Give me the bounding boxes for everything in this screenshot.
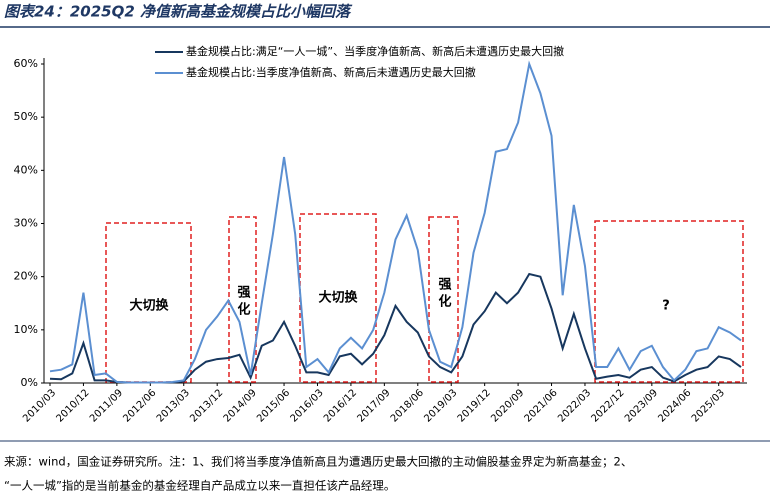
annotation-box	[428, 216, 459, 383]
x-tick-label: 2018/06	[389, 387, 426, 424]
x-tick-label: 2013/12	[188, 387, 225, 424]
series-line	[49, 60, 742, 384]
annotation-label: 大切换	[318, 290, 358, 306]
annotation-box	[105, 222, 192, 383]
x-tick-label: 2011/09	[88, 387, 125, 424]
x-tick-label: 2017/09	[355, 387, 392, 424]
legend-label: 基金规模占比:满足“一人一城”、当季度净值新高、新高后未遭遇历史最大回撤	[186, 44, 564, 58]
x-tick-label: 2019/12	[456, 387, 493, 424]
x-tick-label: 2022/12	[589, 387, 626, 424]
x-tick-label: 2010/03	[21, 387, 58, 424]
x-tick-label: 2019/03	[422, 387, 459, 424]
series-line	[49, 272, 742, 384]
x-tick-label: 2020/09	[489, 387, 526, 424]
annotation-label: ?	[662, 299, 670, 314]
x-tick-label: 2014/09	[222, 387, 259, 424]
y-tick-label: 30%	[14, 217, 38, 230]
y-tick-label: 50%	[14, 110, 38, 123]
annotation-label: 强化	[235, 285, 251, 319]
x-tick-label: 2010/12	[55, 387, 92, 424]
x-tick-label: 2023/09	[623, 387, 660, 424]
x-tick-label: 2016/03	[289, 387, 326, 424]
x-tick-label: 2024/06	[656, 387, 693, 424]
y-tick-label: 10%	[14, 323, 38, 336]
x-tick-label: 2021/06	[523, 387, 560, 424]
y-tick-label: 60%	[14, 57, 38, 70]
annotation-label: 大切换	[129, 298, 169, 314]
x-tick-label: 2016/12	[322, 387, 359, 424]
y-tick-label: 40%	[14, 163, 38, 176]
legend-label: 基金规模占比:当季度净值新高、新高后未遭遇历史最大回撤	[186, 65, 476, 79]
source-note: 来源：wind，国金证券研究所。注：1、我们将当季度净值新高且为遭遇历史最大回撤…	[4, 455, 632, 469]
x-tick-label: 2012/06	[121, 387, 158, 424]
chart-title: 图表24：2025Q2 净值新高基金规模占比小幅回落	[4, 3, 353, 21]
x-tick-label: 2013/03	[155, 387, 192, 424]
x-tick-label: 2015/06	[255, 387, 292, 424]
y-tick-label: 0%	[21, 376, 38, 389]
source-note: “一人一城”指的是当前基金的基金经理自产品成立以来一直担任该产品经理。	[4, 479, 395, 493]
x-tick-label: 2025/03	[690, 387, 727, 424]
y-tick-label: 20%	[14, 270, 38, 283]
x-tick-label: 2022/03	[556, 387, 593, 424]
annotation-box	[594, 220, 744, 383]
annotation-label: 强化	[436, 277, 452, 311]
